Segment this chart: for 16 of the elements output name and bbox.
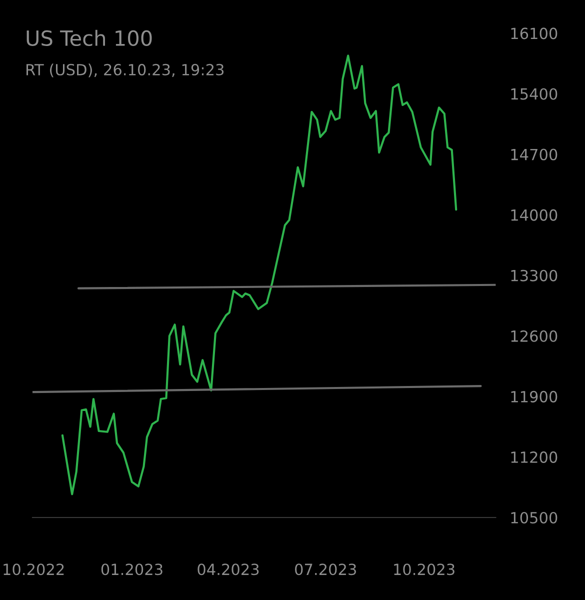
y-tick-label: 14700 <box>511 148 558 160</box>
y-tick-label: 14000 <box>511 209 558 221</box>
y-tick-label: 11200 <box>511 451 558 463</box>
x-tick-label: 10.2022 <box>4 564 64 576</box>
y-tick-label: 10500 <box>511 512 558 524</box>
x-tick-label: 07.2023 <box>295 564 356 576</box>
x-tick-label: 01.2023 <box>101 564 162 576</box>
x-tick-label: 10.2023 <box>394 564 454 576</box>
y-tick-label: 15400 <box>511 88 558 100</box>
y-tick-label: 11900 <box>511 390 558 402</box>
y-tick-label: 16100 <box>511 28 558 40</box>
chart-title: US Tech 100 <box>26 30 152 46</box>
text: RT (USD), 26.10.23, 19:23 <box>26 64 224 78</box>
y-tick-label: 13300 <box>511 270 558 282</box>
x-tick-label: 04.2023 <box>198 564 259 576</box>
y-tick-label: 12600 <box>511 330 558 342</box>
